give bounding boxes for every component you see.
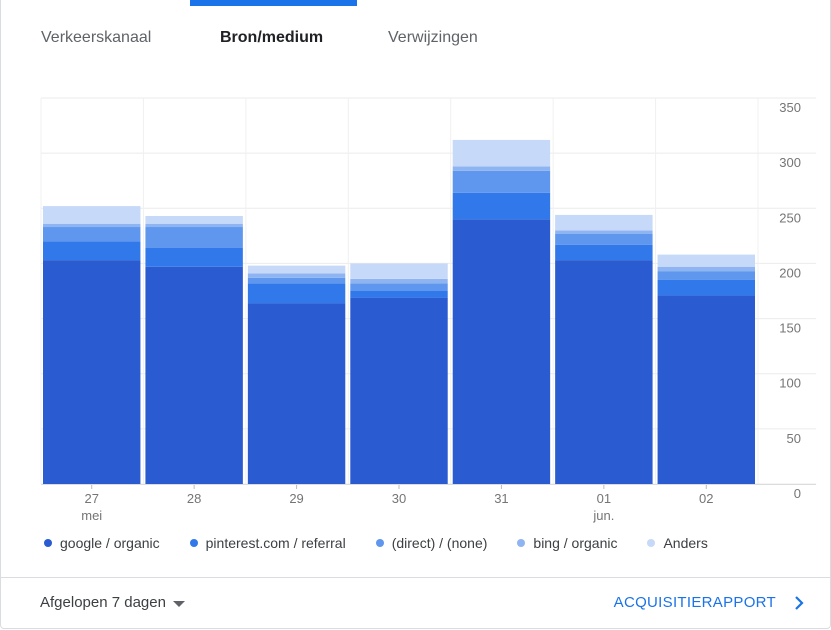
x-tick-label: 01 [597, 491, 611, 506]
legend-label: google / organic [60, 535, 160, 551]
bar-segment [555, 214, 653, 231]
bar-segment [555, 233, 653, 245]
bar-segment [452, 192, 551, 220]
tab-verkeerskanaal[interactable]: Verkeerskanaal [41, 29, 152, 46]
x-tick-label: 30 [392, 491, 406, 506]
bar-segment [247, 303, 346, 484]
report-link-label: ACQUISITIERAPPORT [613, 594, 776, 611]
bar-segment [43, 260, 141, 484]
y-tick-label: 0 [794, 486, 801, 501]
bar-segment [350, 278, 448, 284]
legend-dot-icon [375, 539, 384, 547]
bar-segment [350, 297, 448, 484]
x-tick-label: 31 [494, 491, 508, 506]
bar-segment [350, 283, 448, 291]
tab-bar: Verkeerskanaal Bron/medium Verwijzingen [1, 0, 830, 60]
x-tick-label: 28 [187, 491, 201, 506]
date-range-label: Afgelopen 7 dagen [40, 594, 166, 611]
bar-segment [452, 166, 551, 171]
acquisition-report-link[interactable]: ACQUISITIERAPPORT [614, 594, 804, 611]
x-tick-sublabel: jun. [592, 508, 614, 523]
bar-segment [43, 206, 141, 224]
bar-segment [555, 244, 653, 261]
active-tab-indicator [190, 0, 357, 6]
stacked-bar-chart: 0 50 100 150 200 250 300 350 27 mei 28 29 30 31 01 jun.… [40, 97, 816, 523]
chevron-right-icon [795, 595, 804, 610]
bar-segment [145, 247, 243, 267]
bar-segment [452, 170, 551, 193]
bar-segment [145, 266, 243, 484]
legend-dot-icon [517, 539, 526, 547]
bar-segment [350, 263, 448, 279]
tab-bron-medium[interactable]: Bron/medium [220, 29, 324, 46]
bar-segment [657, 279, 755, 296]
bar-segment [350, 291, 448, 298]
legend-dot-icon [44, 539, 52, 547]
bar-segment [43, 227, 141, 242]
legend-label: pinterest.com / referral [205, 535, 346, 551]
card-footer: Afgelopen 7 dagen ACQUISITIERAPPORT [1, 577, 830, 629]
bar-segment [145, 223, 243, 228]
legend-item: (direct) / (none) [375, 535, 488, 551]
bar-segment [657, 266, 755, 272]
x-tick-sublabel: mei [81, 508, 102, 523]
bar-segment [452, 219, 551, 485]
x-tick-label: 29 [289, 491, 303, 506]
legend-item: Anders [647, 535, 708, 551]
y-tick-label: 50 [787, 431, 801, 446]
y-tick-label: 150 [779, 321, 801, 336]
legend-dot-icon [647, 539, 656, 547]
bar-segment [145, 216, 243, 224]
legend-label: Anders [663, 535, 708, 551]
chart-legend: google / organic pinterest.com / referral… [44, 533, 738, 553]
x-tick-label: 27 [84, 491, 98, 506]
bar-segment [43, 223, 141, 228]
legend-item: google / organic [44, 535, 160, 551]
bar-segment [247, 265, 346, 274]
bar-segment [555, 230, 653, 234]
legend-item: pinterest.com / referral [189, 535, 346, 551]
legend-item: bing / organic [517, 535, 617, 551]
bar-segment [43, 241, 141, 261]
y-tick-label: 350 [779, 100, 801, 115]
bar-segment [657, 254, 755, 267]
bar-segment [657, 271, 755, 280]
legend-label: bing / organic [533, 535, 618, 551]
bar-segment [247, 277, 346, 284]
bar-segment [452, 139, 551, 167]
y-tick-label: 100 [779, 376, 801, 391]
y-tick-label: 250 [779, 210, 801, 225]
y-tick-label: 300 [779, 155, 801, 170]
bar-segment [247, 283, 346, 304]
legend-dot-icon [189, 539, 198, 547]
x-tick-label: 02 [699, 491, 713, 506]
y-tick-label: 200 [779, 265, 801, 280]
bar-segment [247, 273, 346, 278]
bar-segment [555, 260, 653, 484]
legend-label: (direct) / (none) [391, 535, 488, 551]
bar-segment [145, 227, 243, 248]
caret-down-icon [172, 600, 185, 607]
tab-verwijzingen[interactable]: Verwijzingen [388, 29, 478, 46]
date-range-dropdown[interactable]: Afgelopen 7 dagen [40, 594, 185, 611]
bar-segment [657, 295, 755, 484]
